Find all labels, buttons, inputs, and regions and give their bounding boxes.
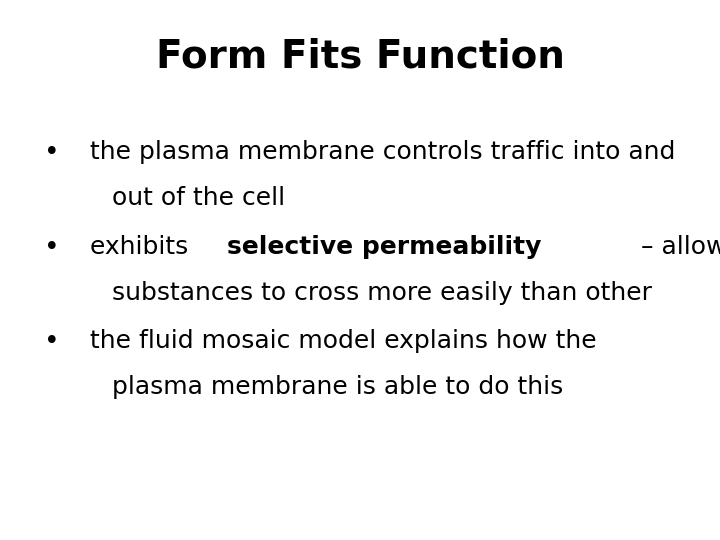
Text: – allows some: – allows some [633,235,720,259]
Text: selective permeability: selective permeability [227,235,541,259]
Text: •: • [44,140,60,166]
Text: the fluid mosaic model explains how the: the fluid mosaic model explains how the [90,329,597,353]
Text: exhibits: exhibits [90,235,197,259]
Text: Form Fits Function: Form Fits Function [156,38,564,76]
Text: the plasma membrane controls traffic into and: the plasma membrane controls traffic int… [90,140,675,164]
Text: substances to cross more easily than other: substances to cross more easily than oth… [112,281,652,305]
Text: plasma membrane is able to do this: plasma membrane is able to do this [112,375,563,399]
Text: •: • [44,235,60,261]
Text: •: • [44,329,60,355]
Text: out of the cell: out of the cell [112,186,284,210]
